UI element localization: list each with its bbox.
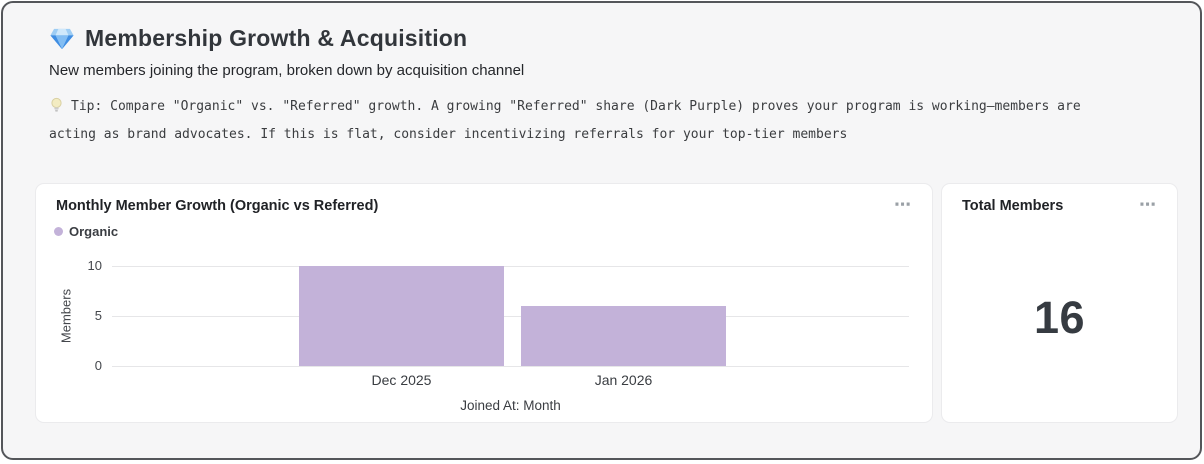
tip-text-block: Tip: Compare "Organic" vs. "Referred" gr… (49, 93, 1129, 149)
gridline (112, 316, 909, 317)
x-tick-label: Dec 2025 (371, 372, 432, 388)
x-axis-tick-labels: Dec 2025 Jan 2026 (112, 372, 909, 390)
gridline (112, 366, 909, 367)
y-tick-label: 5 (94, 308, 102, 323)
y-tick-label: 0 (94, 358, 102, 373)
total-members-card: Total Members ⋯ 16 (941, 183, 1178, 423)
total-members-menu-ellipsis-icon[interactable]: ⋯ (1139, 195, 1157, 214)
x-axis-title: Joined At: Month (460, 398, 561, 413)
chart-legend: Organic (36, 214, 932, 239)
chart-card: Monthly Member Growth (Organic vs Referr… (35, 183, 933, 423)
chart-card-title: Monthly Member Growth (Organic vs Referr… (56, 198, 379, 214)
legend-dot-icon (54, 227, 63, 236)
cards-row: Monthly Member Growth (Organic vs Referr… (35, 183, 1178, 423)
x-tick-label: Jan 2026 (594, 372, 653, 388)
bar-chart: Members 0 5 10 Dec 2025 Jan 2026 Joined At:… (36, 184, 932, 422)
total-members-title: Total Members (962, 198, 1064, 214)
page-subtitle: New members joining the program, broken … (49, 62, 525, 79)
chart-card-menu-ellipsis-icon[interactable]: ⋯ (894, 195, 912, 214)
page-title: Membership Growth & Acquisition (85, 25, 468, 51)
tip-text: Tip: Compare "Organic" vs. "Referred" gr… (49, 99, 1081, 142)
bar-jan-2026[interactable] (521, 306, 726, 366)
gem-icon (50, 28, 74, 49)
bar-dec-2025[interactable] (299, 266, 504, 366)
legend-label: Organic (69, 224, 119, 239)
gridline (112, 266, 909, 267)
plot-area: 0 5 10 (88, 258, 909, 373)
total-members-value: 16 (1033, 292, 1086, 343)
lightbulb-icon (51, 97, 62, 112)
widget-header: Membership Growth & Acquisition New memb… (3, 3, 1200, 149)
y-tick-label: 10 (87, 258, 102, 273)
